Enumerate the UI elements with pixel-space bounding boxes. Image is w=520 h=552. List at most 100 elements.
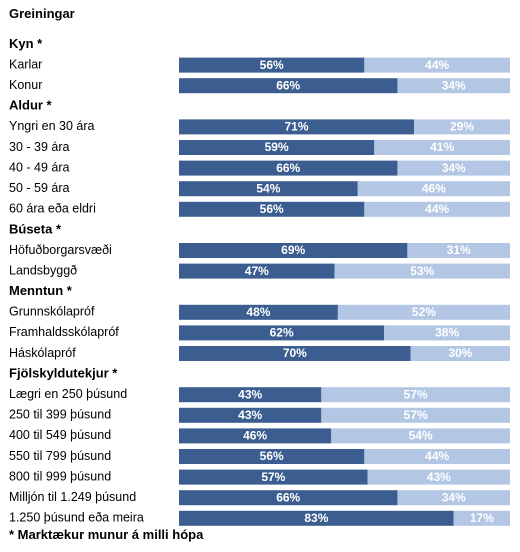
data-label: 71%	[284, 120, 308, 134]
data-label: 57%	[261, 470, 285, 484]
bar-segment-primary	[179, 201, 365, 217]
bar-segment-secondary	[321, 407, 510, 423]
data-label: 70%	[283, 346, 307, 360]
data-label: 38%	[435, 326, 459, 340]
bar-segment-secondary	[397, 78, 510, 94]
bar-segment-secondary	[384, 325, 510, 341]
bar-segment-secondary	[364, 201, 510, 217]
data-label: 44%	[425, 202, 449, 216]
data-label: 48%	[246, 305, 270, 319]
data-label: 34%	[442, 78, 466, 92]
data-label: 56%	[260, 449, 284, 463]
data-label: 57%	[404, 387, 428, 401]
row-label: 400 til 549 þúsund	[9, 428, 111, 442]
row-label: 550 til 799 þúsund	[9, 449, 111, 463]
row-label: 60 ára eða eldri	[9, 202, 96, 216]
data-label: 62%	[270, 326, 294, 340]
data-label: 47%	[245, 264, 269, 278]
bar-segment-secondary	[453, 510, 510, 526]
bar-segment-primary	[179, 325, 385, 341]
row-label: Yngri en 30 ára	[9, 119, 95, 133]
bar-segment-secondary	[364, 57, 510, 73]
bar-segment-primary	[179, 490, 398, 506]
bar-segment-primary	[179, 140, 375, 155]
row-label: 50 - 59 ára	[9, 181, 70, 195]
data-label: 56%	[260, 58, 284, 72]
group-heading: Búseta *	[9, 221, 62, 236]
data-label: 69%	[281, 243, 305, 257]
bar-segment-secondary	[407, 243, 510, 258]
bar-segment-primary	[179, 304, 338, 320]
data-label: 53%	[410, 264, 434, 278]
bar-segment-primary	[179, 263, 335, 279]
bar-segment-primary	[179, 243, 408, 258]
chart-title: Greiningar	[9, 6, 75, 21]
data-label: 46%	[422, 181, 446, 195]
bar-segment-primary	[179, 181, 358, 197]
bar-segment-secondary	[374, 140, 510, 155]
bar-segment-primary	[179, 407, 322, 423]
data-label: 17%	[470, 511, 494, 525]
data-label: 44%	[425, 58, 449, 72]
data-label: 66%	[276, 161, 300, 175]
data-label: 46%	[243, 429, 267, 443]
row-label: 1.250 þúsund eða meira	[9, 511, 144, 525]
data-label: 52%	[412, 305, 436, 319]
group-heading: Kyn *	[9, 36, 43, 51]
bar-segment-primary	[179, 510, 454, 526]
data-label: 56%	[260, 202, 284, 216]
data-label: 34%	[442, 161, 466, 175]
data-label: 66%	[276, 78, 300, 92]
group-heading: Menntun *	[9, 283, 73, 298]
bar-segment-primary	[179, 387, 322, 403]
bar-segment-primary	[179, 57, 365, 73]
bar-segment-secondary	[334, 263, 510, 279]
bar-segment-secondary	[331, 428, 510, 444]
bar-segment-secondary	[410, 346, 510, 361]
row-label: 40 - 49 ára	[9, 160, 70, 174]
row-label: Karlar	[9, 57, 42, 71]
bar-segment-secondary	[321, 387, 510, 403]
bar-segment-primary	[179, 428, 332, 444]
row-label: Grunnskólapróf	[9, 305, 95, 319]
bar-segment-secondary	[397, 160, 510, 176]
chart-footnote: * Marktækur munur á milli hópa	[9, 527, 204, 542]
bar-segment-secondary	[364, 449, 510, 464]
data-label: 54%	[256, 181, 280, 195]
bar-segment-secondary	[357, 181, 510, 197]
data-label: 31%	[447, 243, 471, 257]
group-heading: Aldur *	[9, 98, 53, 113]
bar-segment-primary	[179, 160, 398, 176]
group-heading: Fjölskyldutekjur *	[9, 366, 118, 381]
bar-segment-primary	[179, 119, 415, 135]
row-label: Framhaldsskólapróf	[9, 325, 119, 339]
data-label: 29%	[450, 120, 474, 134]
row-label: Háskólapróf	[9, 346, 76, 360]
data-label: 34%	[442, 490, 466, 504]
data-label: 57%	[404, 408, 428, 422]
data-label: 44%	[425, 449, 449, 463]
row-label: Lægri en 250 þúsund	[9, 387, 127, 401]
row-label: Höfuðborgarsvæði	[9, 243, 112, 257]
data-label: 30%	[448, 346, 472, 360]
row-label: Milljón til 1.249 þúsund	[9, 490, 136, 504]
bar-segment-primary	[179, 469, 368, 485]
data-label: 43%	[238, 387, 262, 401]
data-label: 83%	[304, 511, 328, 525]
row-label: 250 til 399 þúsund	[9, 408, 111, 422]
data-label: 66%	[276, 490, 300, 504]
bar-segment-primary	[179, 78, 398, 94]
row-label: 30 - 39 ára	[9, 140, 70, 154]
data-label: 43%	[427, 470, 451, 484]
bar-segment-primary	[179, 346, 411, 361]
bar-segment-primary	[179, 449, 365, 464]
row-label: 800 til 999 þúsund	[9, 469, 111, 483]
bar-segment-secondary	[414, 119, 510, 135]
data-label: 43%	[238, 408, 262, 422]
row-label: Landsbyggð	[9, 263, 77, 277]
data-label: 54%	[409, 429, 433, 443]
data-label: 59%	[265, 140, 289, 154]
row-label: Konur	[9, 78, 42, 92]
bar-segment-secondary	[337, 304, 510, 320]
